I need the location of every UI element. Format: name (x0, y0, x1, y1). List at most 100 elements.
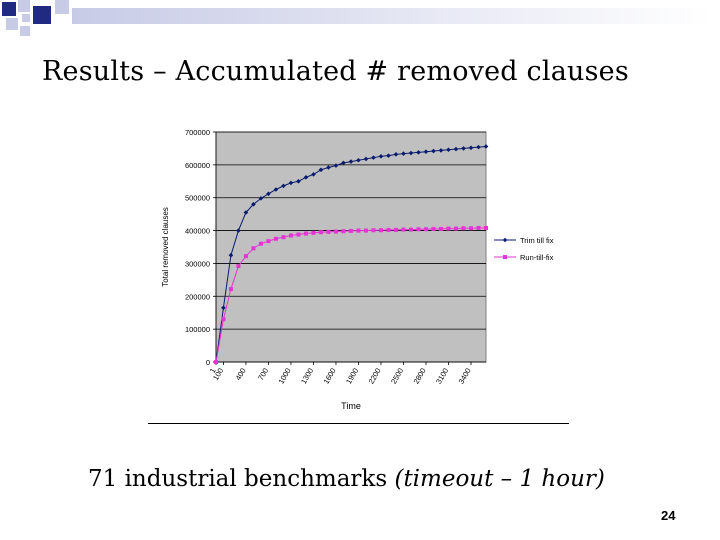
data-point (408, 227, 413, 232)
data-point (326, 165, 331, 170)
decoration-square (55, 0, 69, 14)
data-point (461, 226, 466, 231)
data-point (258, 241, 263, 246)
x-tick-label: 2800 (412, 367, 428, 386)
data-point (333, 229, 338, 234)
data-point (221, 305, 226, 311)
data-point (236, 264, 241, 269)
data-point (228, 287, 233, 292)
plot-area (215, 131, 487, 363)
y-tick-label: 600000 (185, 161, 210, 170)
y-tick-label: 100000 (185, 325, 210, 334)
data-point (438, 226, 443, 231)
x-tick-label: 1900 (344, 367, 360, 386)
decoration-fade-bar (72, 8, 712, 24)
x-tick-label: 3100 (434, 367, 450, 386)
data-point (431, 226, 436, 231)
data-point (318, 230, 323, 235)
data-point (371, 228, 376, 233)
data-point (446, 147, 451, 153)
y-tick-label: 700000 (185, 128, 210, 137)
decoration-square (20, 26, 30, 36)
data-point (468, 226, 473, 231)
data-point (243, 254, 248, 259)
data-point (288, 180, 294, 186)
line-chart: 0 100000 200000 300000 400000 500000 600000 700… (161, 128, 554, 411)
y-tick-label: 400000 (185, 227, 210, 236)
data-point (266, 239, 271, 244)
x-tick-label: 1600 (322, 367, 338, 386)
data-point (416, 227, 421, 232)
data-point (318, 167, 324, 173)
data-point (386, 153, 391, 158)
data-point (273, 236, 278, 241)
x-axis-label: Time (341, 401, 361, 411)
data-point (363, 156, 369, 162)
data-point (416, 150, 421, 155)
x-tick-label: 1000 (277, 367, 293, 386)
x-tick-label: 1300 (299, 367, 315, 386)
data-point (401, 151, 406, 156)
page-number: 24 (661, 508, 676, 523)
data-point (401, 227, 406, 232)
y-axis-label: Total removed clauses (161, 207, 170, 287)
x-tick-label: 2500 (389, 367, 405, 386)
data-point (378, 228, 383, 233)
decoration-square (22, 14, 30, 22)
data-point (356, 157, 361, 163)
legend-marker (502, 237, 508, 243)
divider-line (148, 423, 569, 424)
data-point (393, 152, 399, 157)
data-point (311, 230, 316, 235)
data-point (423, 227, 428, 232)
data-point (348, 159, 354, 164)
y-tick-label: 0 (206, 358, 210, 367)
data-point (453, 226, 458, 231)
data-point (363, 228, 368, 233)
legend-marker (503, 255, 507, 259)
data-point (476, 144, 481, 150)
decoration-square (6, 18, 18, 30)
y-tick-label: 500000 (185, 194, 210, 203)
data-point (303, 231, 308, 236)
data-point (326, 229, 331, 234)
decoration-square (2, 2, 16, 16)
data-point (281, 183, 286, 189)
data-point (333, 163, 339, 168)
x-tick-label: 400 (234, 367, 248, 382)
data-point (243, 210, 249, 215)
data-point (484, 225, 488, 230)
data-point (273, 187, 279, 192)
y-tick-label: 300000 (185, 259, 210, 268)
x-tick-label: 1 (208, 367, 218, 375)
legend-label: Run-till-fix (520, 253, 554, 262)
data-point (348, 228, 353, 233)
data-point (476, 225, 481, 230)
legend-label: Trim till fix (520, 236, 554, 245)
data-point (221, 317, 226, 322)
data-point (281, 235, 286, 240)
data-point (296, 178, 301, 184)
data-point (341, 229, 346, 234)
slide-title: Results – Accumulated # removed clauses (42, 56, 629, 87)
subtitle-italic-text: (timeout – 1 hour) (394, 466, 605, 492)
data-point (311, 172, 316, 177)
data-point (386, 227, 391, 232)
x-tick-label: 2200 (367, 367, 383, 386)
data-point (371, 155, 376, 160)
data-point (446, 226, 451, 231)
chart: 0 100000 200000 300000 400000 500000 600000 700… (150, 120, 590, 420)
data-point (288, 233, 293, 238)
y-tick-label: 200000 (185, 292, 210, 301)
data-point (393, 227, 398, 232)
data-point (214, 360, 218, 364)
data-point (356, 228, 361, 233)
data-point (341, 160, 346, 166)
decoration-square (33, 6, 51, 24)
legend: Trim till fix Run-till-fix (494, 236, 554, 262)
slide-subtitle: 71 industrial benchmarks (timeout – 1 ho… (88, 466, 605, 492)
data-point (303, 175, 309, 180)
subtitle-text: 71 industrial benchmarks (88, 466, 395, 492)
x-tick-label: 700 (256, 367, 270, 382)
x-tick-label: 3400 (457, 367, 473, 386)
